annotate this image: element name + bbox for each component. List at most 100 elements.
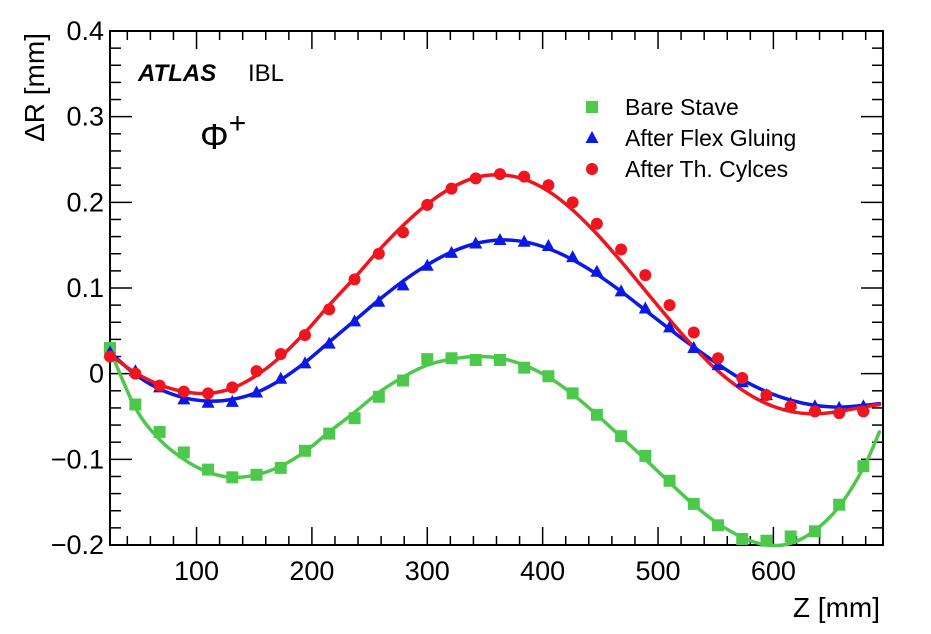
- after-th-cylces-point: [590, 217, 603, 230]
- after-th-cylces-point: [857, 405, 870, 418]
- y-tick-label: 0.3: [66, 102, 104, 132]
- after-th-cylces-point: [639, 269, 652, 282]
- after-flex-gluing-legend-label: After Flex Gluing: [625, 125, 796, 151]
- bare-stave-point: [833, 498, 846, 511]
- after-th-cylces-point: [736, 371, 749, 384]
- after-th-cylces-point: [542, 179, 555, 192]
- bare-stave-point: [590, 408, 603, 421]
- bare-stave-point: [202, 463, 215, 476]
- after-th-cylces-point: [445, 182, 458, 195]
- after-th-cylces-point: [615, 243, 628, 256]
- y-tick-label: −0.2: [51, 530, 104, 560]
- bare-stave-point: [784, 530, 797, 543]
- y-axis-title: ΔR [mm]: [19, 33, 50, 142]
- after-flex-gluing-point: [590, 264, 604, 277]
- x-tick-label: 600: [751, 556, 796, 586]
- legend: Bare Stave After Flex Gluing After Th. Cyl…: [585, 94, 796, 182]
- after-flex-gluing-point: [469, 236, 483, 249]
- after-th-cylces-point: [348, 273, 361, 286]
- bare-stave-point: [857, 460, 870, 473]
- after-flex-gluing-point: [638, 301, 652, 314]
- x-tick-label: 500: [635, 556, 680, 586]
- after-flex-gluing-point: [541, 239, 555, 252]
- after-th-cylces-point: [518, 170, 531, 183]
- after-th-cylces-point: [421, 198, 434, 211]
- after-th-cylces-point: [153, 379, 166, 392]
- after-th-cylces-point: [202, 387, 215, 400]
- after-th-cylces-legend-label: After Th. Cylces: [625, 156, 788, 182]
- bare-stave-point: [663, 474, 676, 487]
- after-th-cylces-fit-curve: [108, 173, 882, 416]
- after-th-cylces-point: [274, 347, 287, 360]
- after-flex-gluing-point: [322, 336, 336, 349]
- phi-symbol: Φ: [200, 116, 229, 157]
- y-tick-label: 0.1: [66, 273, 104, 303]
- after-flex-gluing-point: [348, 314, 362, 327]
- bare-stave-point: [760, 534, 773, 547]
- phi-sign: +: [229, 107, 247, 140]
- x-tick-label: 200: [289, 556, 334, 586]
- after-flex-gluing-legend-marker: [585, 131, 599, 143]
- after-th-cylces-point: [397, 226, 410, 239]
- x-axis-title: Z [mm]: [793, 592, 880, 623]
- bare-stave-point: [323, 427, 336, 440]
- y-tick-label: 0: [89, 359, 104, 389]
- tick-labels: 100 200 300 400 500 600 −0.2 −0.1 0 0.1 0.2 0.3 0.4: [51, 16, 796, 586]
- after-flex-gluing-point: [298, 356, 312, 369]
- after-flex-gluing-point: [566, 250, 580, 263]
- after-flex-gluing-point: [420, 258, 434, 271]
- after-th-cylces-point: [784, 400, 797, 413]
- after-th-cylces-point: [250, 365, 263, 378]
- bare-stave-point: [493, 353, 506, 366]
- x-tick-label: 300: [405, 556, 450, 586]
- after-th-cylces-legend-marker: [586, 163, 598, 175]
- after-flex-gluing-fit-curve: [108, 238, 882, 409]
- after-th-cylces-point: [129, 367, 142, 380]
- data-markers: [103, 168, 870, 547]
- after-th-cylces-point: [372, 247, 385, 260]
- after-th-cylces-point: [760, 389, 773, 402]
- bare-stave-point: [518, 361, 531, 374]
- after-flex-gluing-point: [687, 340, 701, 353]
- bare-stave-point: [250, 468, 263, 481]
- bare-stave-point: [542, 370, 555, 383]
- after-th-cylces-point: [808, 405, 821, 418]
- bare-stave-point: [153, 425, 166, 438]
- bare-stave-point: [469, 353, 482, 366]
- after-th-cylces-point: [177, 385, 190, 398]
- bare-stave-point: [274, 461, 287, 474]
- after-th-cylces-point: [104, 350, 116, 363]
- ibl-label: IBL: [248, 60, 284, 87]
- after-flex-gluing-point: [177, 392, 191, 405]
- after-flex-gluing-point: [493, 233, 507, 246]
- after-flex-gluing-point: [225, 394, 239, 407]
- bare-stave-point: [687, 497, 700, 510]
- bare-stave-point: [615, 430, 628, 443]
- bare-stave-fit-curve: [108, 347, 882, 548]
- bare-stave-point: [808, 525, 821, 538]
- bare-stave-point: [736, 533, 749, 546]
- after-th-cylces-point: [566, 196, 579, 209]
- x-tick-label: 100: [174, 556, 219, 586]
- after-flex-gluing-point: [445, 245, 459, 258]
- after-th-cylces-point: [323, 303, 336, 316]
- y-tick-label: 0.2: [66, 187, 104, 217]
- bare-stave-legend-label: Bare Stave: [625, 94, 739, 120]
- bare-stave-point: [566, 387, 579, 400]
- plot-frame: [109, 30, 884, 546]
- bare-stave-point: [226, 471, 239, 484]
- x-tick-label: 400: [520, 556, 565, 586]
- bare-stave-point: [298, 444, 311, 457]
- bare-stave-point: [639, 449, 652, 462]
- bare-stave-point: [712, 519, 725, 532]
- after-th-cylces-point: [687, 326, 700, 339]
- after-flex-gluing-point: [372, 294, 386, 307]
- after-th-cylces-point: [663, 299, 676, 312]
- y-tick-label: 0.4: [66, 16, 104, 46]
- bare-stave-point: [177, 446, 190, 459]
- after-flex-gluing-point: [663, 320, 677, 333]
- bare-stave-point: [397, 374, 410, 387]
- bare-stave-point: [372, 390, 385, 403]
- after-flex-gluing-point: [201, 395, 215, 408]
